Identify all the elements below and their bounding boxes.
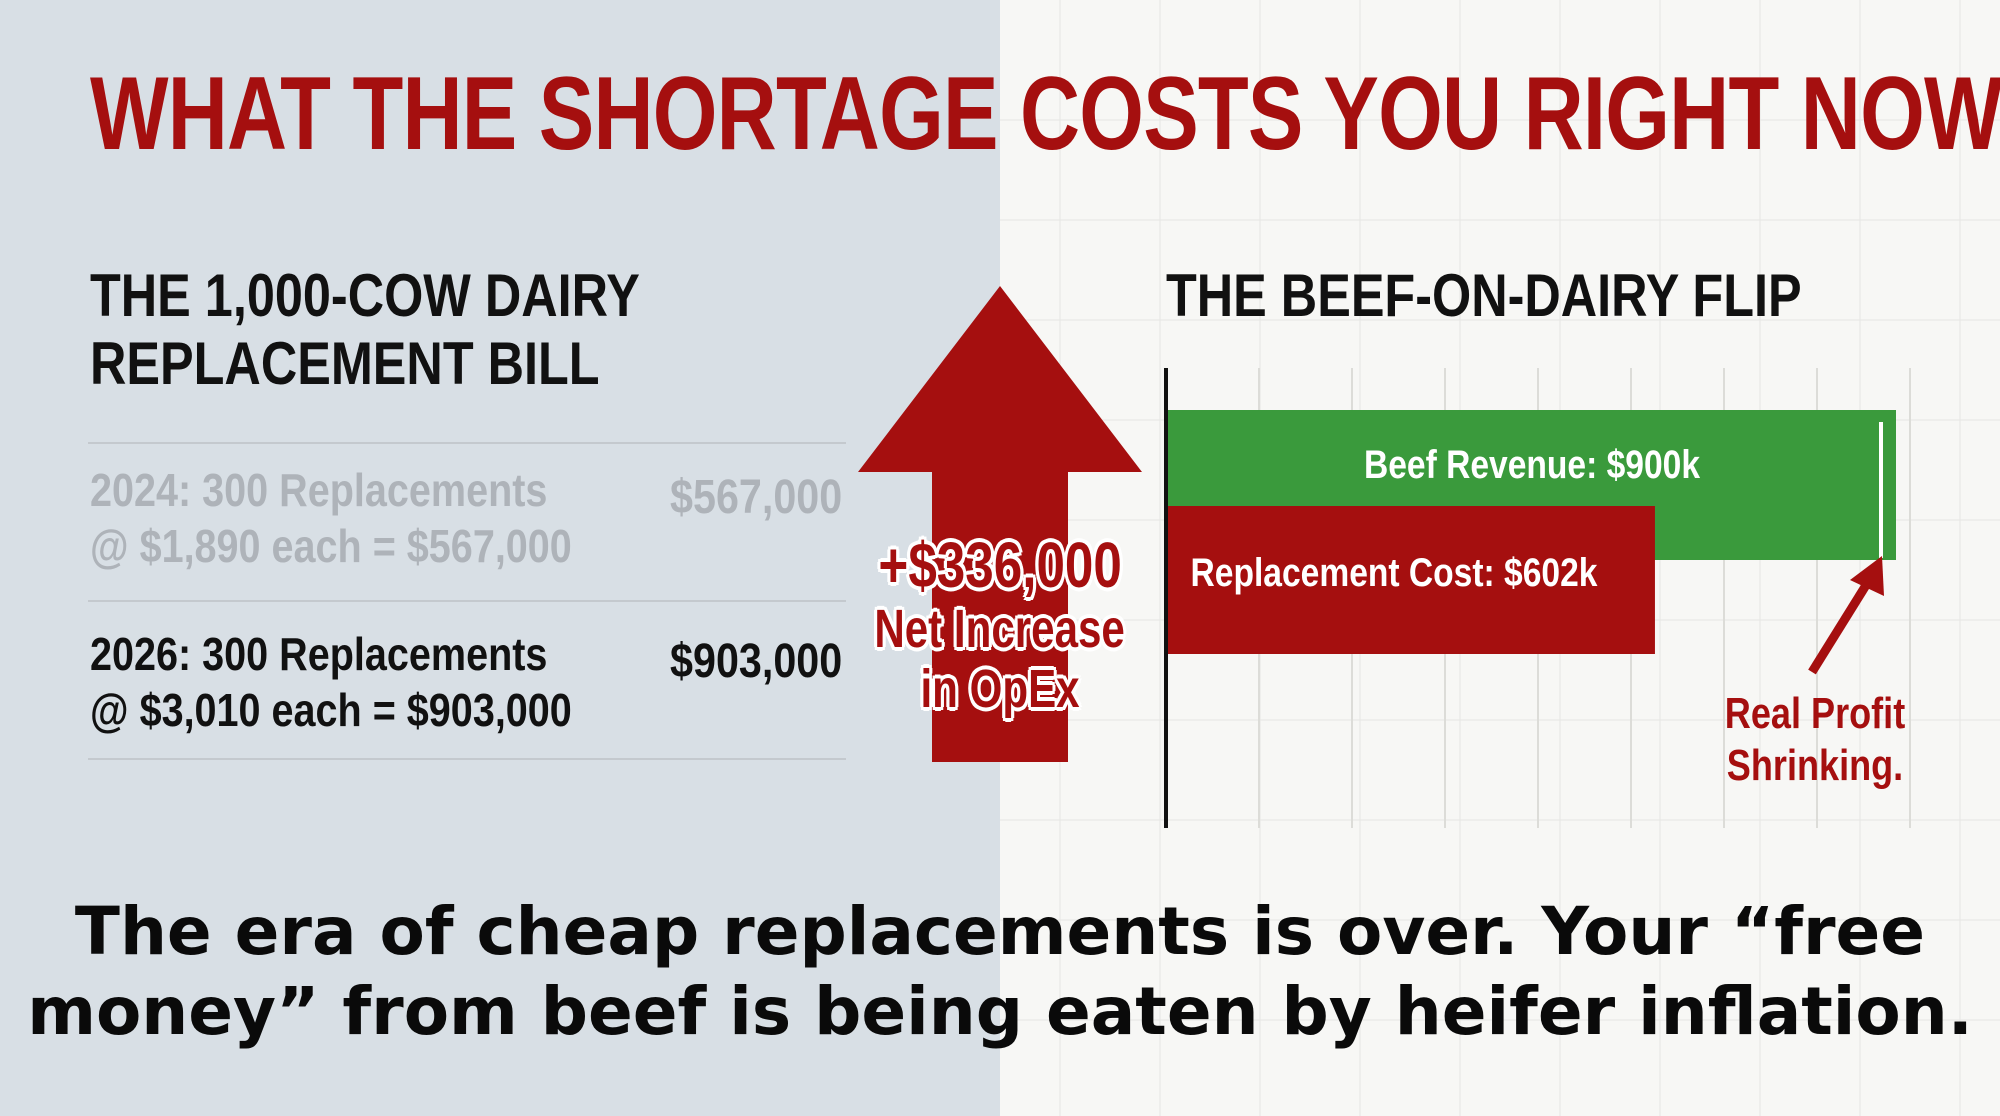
row-2024-line2: @ $1,890 each = $567,000 [90,520,572,572]
profit-arrow [1808,556,1884,675]
arrow-amount: +$336,000 [820,530,1180,600]
left-heading-line1: THE 1,000-COW DAIRY [90,262,640,329]
arrow-amount-text: +$336,000 [878,529,1122,601]
row-2024-line1: 2024: 300 Replacements [90,464,548,516]
bar-label-0: Beef Revenue: $900k [1364,442,1700,486]
arrow-line2: Net Increase [820,600,1180,658]
beef-flip-chart: Beef Revenue: $900k Replacement Cost: $60… [1164,368,1911,828]
bar-divider [1879,422,1883,558]
divider-top [88,442,846,444]
bar-label-1: Replacement Cost: $602k [1191,550,1598,594]
arrow-line3-text: in OpEx [920,659,1080,719]
divider-middle [88,600,846,602]
profit-arrow-head [1850,556,1884,596]
profit-note-line2: Shrinking. [1726,741,1904,790]
row-2026-line1: 2026: 300 Replacements [90,628,548,680]
main-title: WHAT THE SHORTAGE COSTS YOU RIGHT NOW [90,56,2000,172]
profit-arrow-shaft [1808,579,1872,675]
arrow-line2-text: Net Increase [874,599,1126,659]
bar-replacement-cost [1168,506,1655,654]
row-2026-text: 2026: 300 Replacements @ $3,010 each = $… [90,626,572,738]
chart-bars: Beef Revenue: $900k Replacement Cost: $60… [1168,410,1896,654]
footer-line1: The era of cheap replacements is over. Y… [74,893,1926,970]
arrow-line3: in OpEx [820,660,1180,718]
left-panel-heading: THE 1,000-COW DAIRY REPLACEMENT BILL [90,262,640,398]
row-2026-amount: $903,000 [669,635,842,688]
row-2024-text: 2024: 300 Replacements @ $1,890 each = $… [90,462,572,574]
left-background [0,0,1000,1116]
right-panel-heading: THE BEEF-ON-DAIRY FLIP [1166,262,1802,329]
divider-bottom [88,758,846,760]
profit-note: Real Profit Shrinking. [1721,688,1910,792]
footer-statement: The era of cheap replacements is over. Y… [0,892,2000,1052]
left-heading-line2: REPLACEMENT BILL [90,330,600,397]
footer-line2: money” from beef is being eaten by heife… [27,973,1973,1050]
profit-note-line1: Real Profit [1724,689,1906,738]
up-arrow-icon [858,286,1142,762]
row-2026-line2: @ $3,010 each = $903,000 [90,684,572,736]
row-2024-amount: $567,000 [669,471,842,524]
